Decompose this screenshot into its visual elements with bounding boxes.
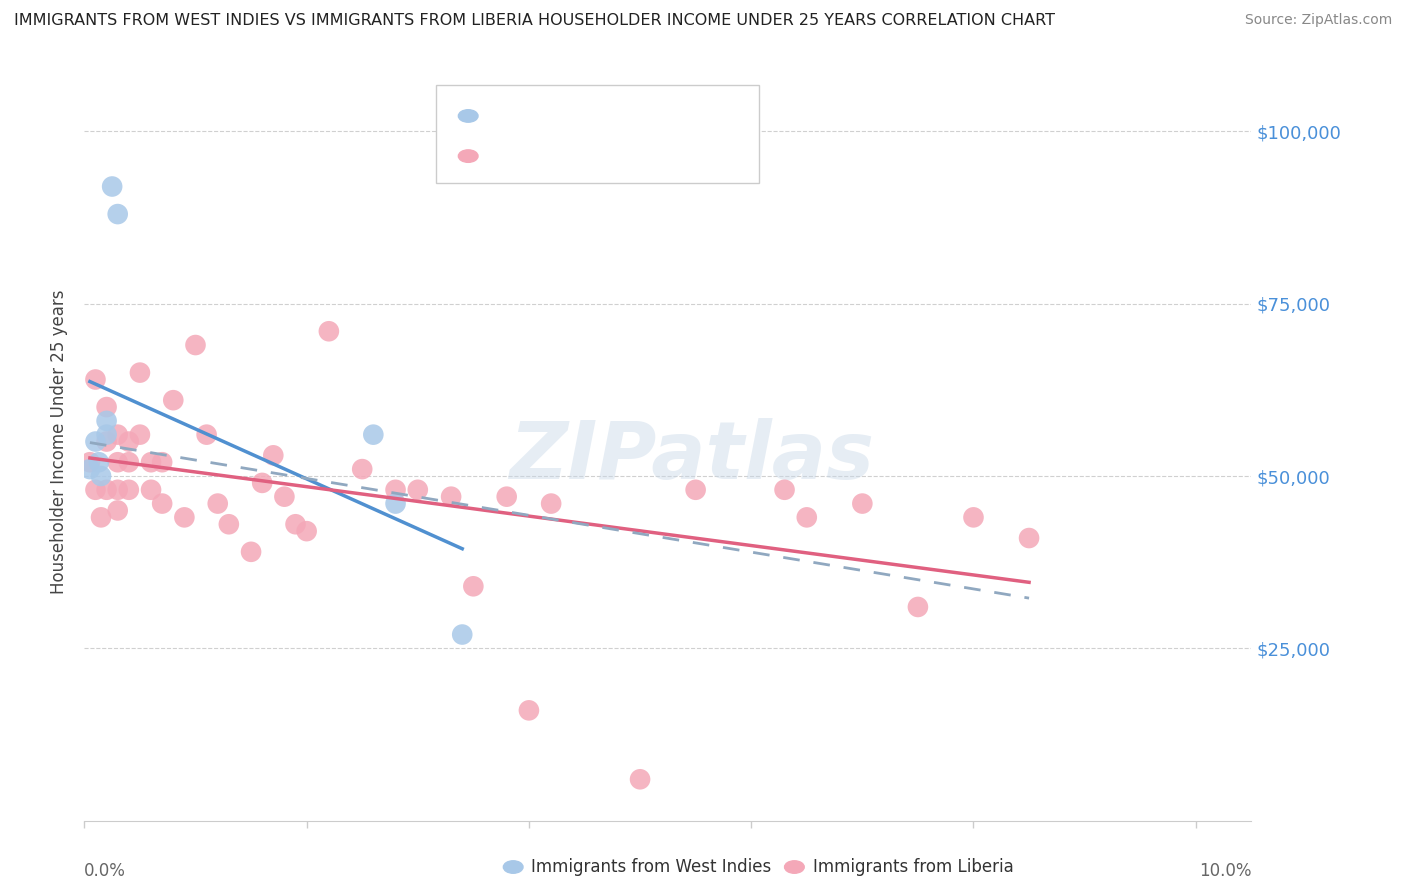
Text: 0.0%: 0.0% bbox=[84, 863, 127, 880]
Point bbox=[384, 497, 406, 511]
Point bbox=[295, 524, 318, 538]
Point bbox=[207, 497, 229, 511]
Point bbox=[84, 483, 107, 497]
Point bbox=[84, 434, 107, 449]
Text: N = 49: N = 49 bbox=[661, 147, 723, 165]
Text: Source: ZipAtlas.com: Source: ZipAtlas.com bbox=[1244, 13, 1392, 28]
Point bbox=[107, 483, 129, 497]
Text: Immigrants from Liberia: Immigrants from Liberia bbox=[813, 858, 1014, 876]
Point bbox=[107, 455, 129, 469]
Text: 10.0%: 10.0% bbox=[1199, 863, 1251, 880]
Point bbox=[79, 455, 101, 469]
Point bbox=[773, 483, 796, 497]
Point bbox=[318, 324, 340, 338]
Point bbox=[262, 448, 284, 462]
Point bbox=[96, 400, 118, 414]
Point bbox=[250, 475, 273, 490]
Point bbox=[284, 517, 307, 532]
Point bbox=[352, 462, 374, 476]
Y-axis label: Householder Income Under 25 years: Householder Income Under 25 years bbox=[51, 289, 69, 594]
Point bbox=[96, 434, 118, 449]
Point bbox=[150, 497, 173, 511]
Point bbox=[150, 455, 173, 469]
Point bbox=[517, 703, 540, 717]
Point bbox=[184, 338, 207, 352]
Point bbox=[273, 490, 295, 504]
Point bbox=[107, 207, 129, 221]
Point bbox=[90, 469, 112, 483]
Text: N =  11: N = 11 bbox=[661, 107, 728, 125]
Point bbox=[851, 497, 873, 511]
Point bbox=[101, 179, 124, 194]
Point bbox=[107, 427, 129, 442]
Point bbox=[107, 503, 129, 517]
Point bbox=[96, 427, 118, 442]
Text: IMMIGRANTS FROM WEST INDIES VS IMMIGRANTS FROM LIBERIA HOUSEHOLDER INCOME UNDER : IMMIGRANTS FROM WEST INDIES VS IMMIGRANT… bbox=[14, 13, 1054, 29]
Point bbox=[118, 455, 141, 469]
Point bbox=[495, 490, 517, 504]
Point bbox=[685, 483, 707, 497]
Point bbox=[195, 427, 218, 442]
Point bbox=[129, 366, 152, 380]
Point bbox=[96, 483, 118, 497]
Point bbox=[173, 510, 195, 524]
Point bbox=[218, 517, 240, 532]
Point bbox=[363, 427, 385, 442]
Point bbox=[384, 483, 406, 497]
Point bbox=[962, 510, 984, 524]
Point bbox=[129, 427, 152, 442]
Point bbox=[240, 545, 263, 559]
Point bbox=[1018, 531, 1040, 545]
Text: R = -0.098: R = -0.098 bbox=[492, 107, 581, 125]
Point bbox=[463, 579, 485, 593]
Point bbox=[84, 372, 107, 386]
Point bbox=[96, 414, 118, 428]
Point bbox=[139, 455, 162, 469]
Point bbox=[118, 483, 141, 497]
Point bbox=[90, 510, 112, 524]
Point bbox=[79, 462, 101, 476]
Point bbox=[628, 772, 651, 787]
Point bbox=[162, 393, 184, 408]
Text: R = -0.244: R = -0.244 bbox=[492, 147, 581, 165]
Point bbox=[139, 483, 162, 497]
Point bbox=[440, 490, 463, 504]
Point bbox=[451, 627, 474, 641]
Point bbox=[796, 510, 818, 524]
Point bbox=[87, 455, 110, 469]
Point bbox=[907, 599, 929, 614]
Point bbox=[406, 483, 429, 497]
Text: ZIPatlas: ZIPatlas bbox=[509, 417, 873, 496]
Point bbox=[118, 434, 141, 449]
Point bbox=[540, 497, 562, 511]
Text: Immigrants from West Indies: Immigrants from West Indies bbox=[531, 858, 772, 876]
